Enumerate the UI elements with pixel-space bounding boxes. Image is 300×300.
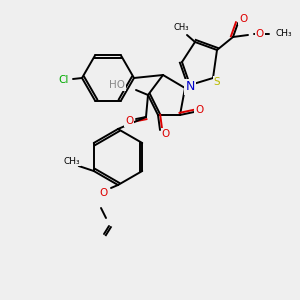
Text: CH₃: CH₃: [173, 23, 189, 32]
Text: HO: HO: [109, 80, 125, 90]
Text: O: O: [239, 14, 247, 24]
Text: O: O: [195, 105, 203, 115]
Text: O: O: [162, 129, 170, 139]
Text: O: O: [256, 29, 264, 39]
Text: N: N: [185, 80, 195, 94]
Text: CH₃: CH₃: [63, 157, 80, 166]
Text: O: O: [99, 188, 107, 198]
Text: Cl: Cl: [59, 75, 69, 85]
Text: O: O: [125, 116, 133, 126]
Text: CH₃: CH₃: [276, 29, 292, 38]
Text: S: S: [214, 77, 220, 87]
